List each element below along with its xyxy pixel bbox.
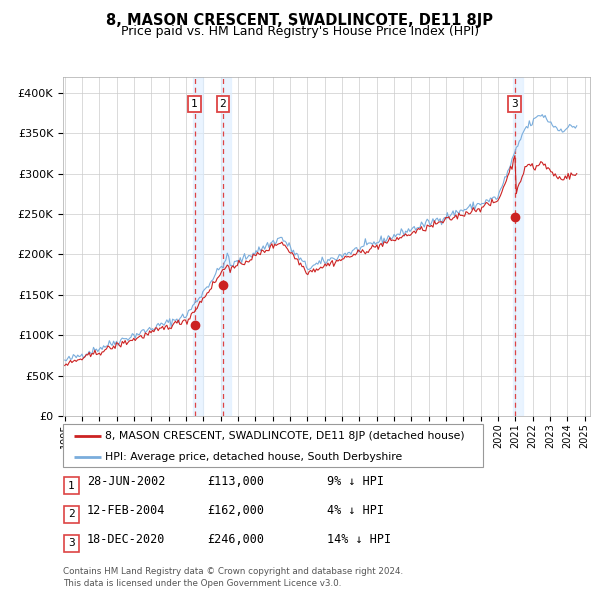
Text: 4% ↓ HPI: 4% ↓ HPI — [327, 504, 384, 517]
Text: 8, MASON CRESCENT, SWADLINCOTE, DE11 8JP: 8, MASON CRESCENT, SWADLINCOTE, DE11 8JP — [107, 13, 493, 28]
Text: Price paid vs. HM Land Registry's House Price Index (HPI): Price paid vs. HM Land Registry's House … — [121, 25, 479, 38]
Text: 18-DEC-2020: 18-DEC-2020 — [87, 533, 166, 546]
Text: 1: 1 — [191, 99, 198, 109]
Text: Contains HM Land Registry data © Crown copyright and database right 2024.
This d: Contains HM Land Registry data © Crown c… — [63, 568, 403, 588]
Bar — [221, 77, 232, 416]
Bar — [513, 77, 523, 416]
Text: 2: 2 — [68, 510, 75, 519]
Bar — [193, 77, 203, 416]
Text: HPI: Average price, detached house, South Derbyshire: HPI: Average price, detached house, Sout… — [105, 452, 402, 462]
Text: £246,000: £246,000 — [207, 533, 264, 546]
Text: 12-FEB-2004: 12-FEB-2004 — [87, 504, 166, 517]
Text: 2: 2 — [220, 99, 226, 109]
Text: 3: 3 — [511, 99, 518, 109]
Text: 9% ↓ HPI: 9% ↓ HPI — [327, 475, 384, 488]
Text: 3: 3 — [68, 539, 75, 548]
Text: 8, MASON CRESCENT, SWADLINCOTE, DE11 8JP (detached house): 8, MASON CRESCENT, SWADLINCOTE, DE11 8JP… — [105, 431, 464, 441]
Text: 14% ↓ HPI: 14% ↓ HPI — [327, 533, 391, 546]
Text: £162,000: £162,000 — [207, 504, 264, 517]
Text: £113,000: £113,000 — [207, 475, 264, 488]
Text: 28-JUN-2002: 28-JUN-2002 — [87, 475, 166, 488]
Text: 1: 1 — [68, 481, 75, 490]
